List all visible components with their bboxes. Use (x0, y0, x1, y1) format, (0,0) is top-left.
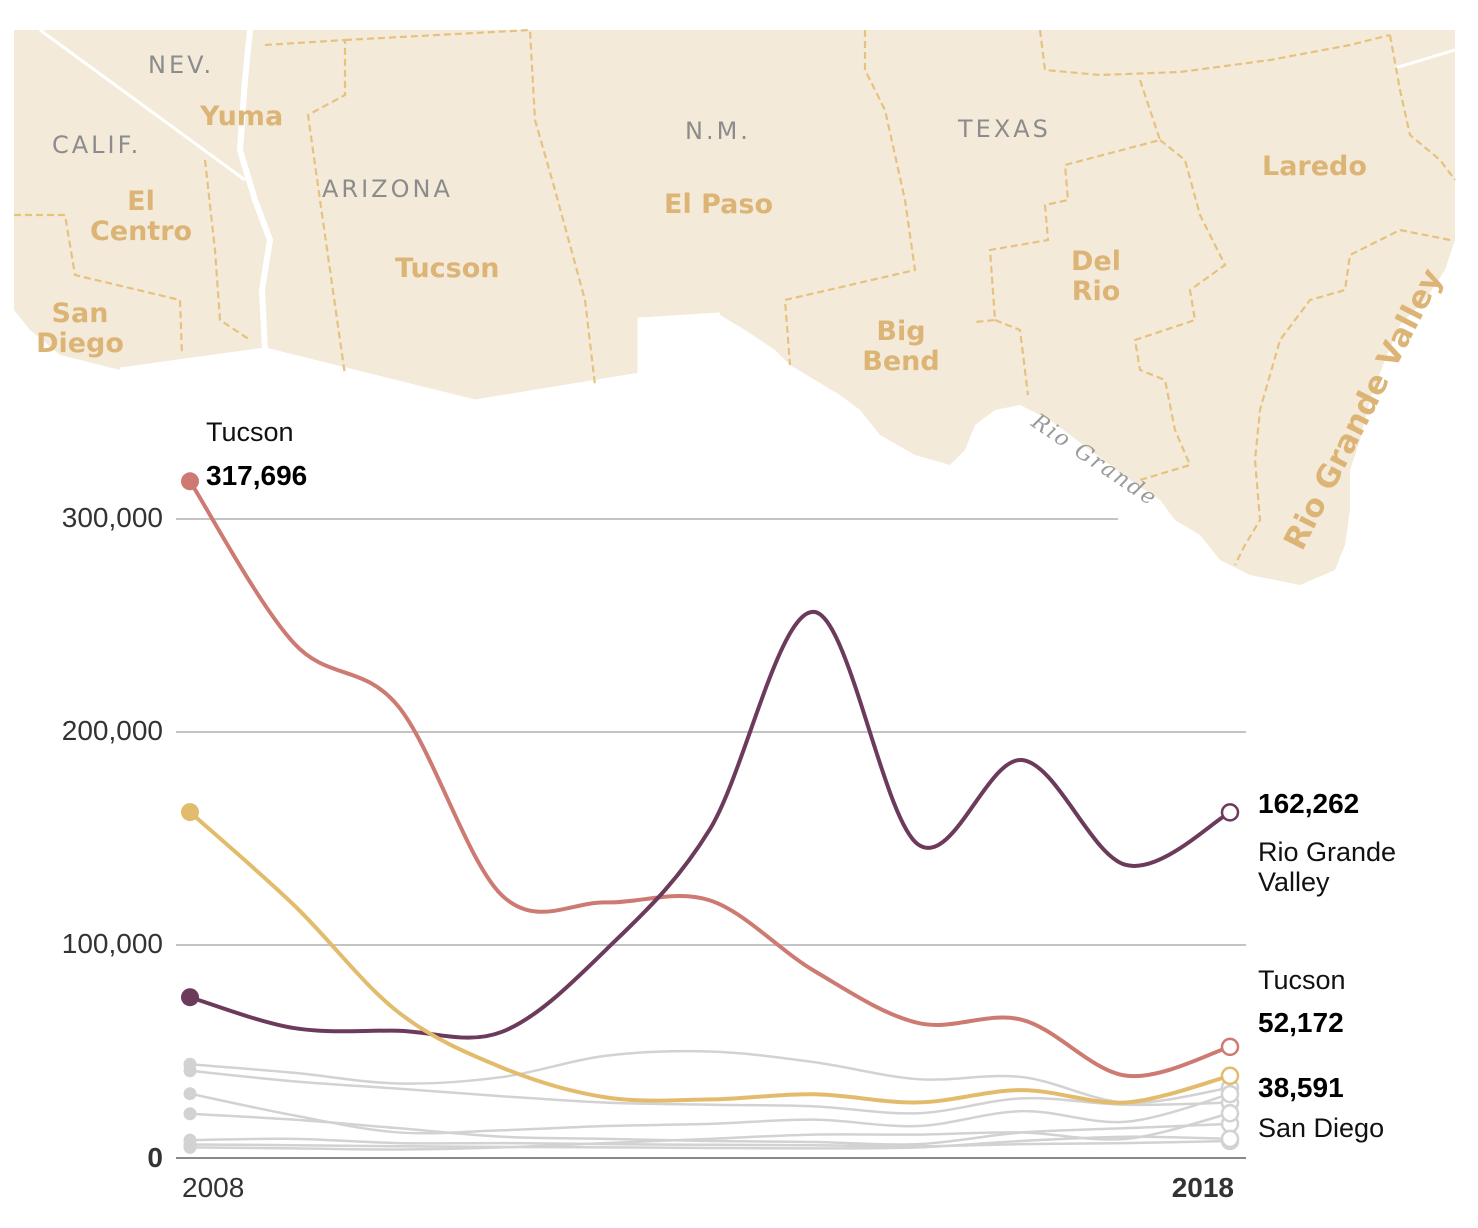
series-start-point (181, 988, 199, 1007)
series-end-point (1220, 1066, 1240, 1086)
sector-label-el-centro-2: Centro (90, 216, 192, 247)
north-border (1394, 48, 1456, 70)
start-series-name: Tucson (206, 417, 294, 447)
sector-label-yuma: Yuma (199, 101, 283, 132)
sector-boundaries (14, 28, 1456, 566)
boundary-line (203, 159, 251, 341)
state-label-nm: N.M. (685, 117, 751, 145)
series-line (189, 1137, 1231, 1148)
series-start-point (183, 1107, 197, 1121)
series-line (189, 1092, 1231, 1135)
border-map: NEV. CALIF. ARIZONA N.M. TEXAS Yuma El C… (14, 28, 1456, 585)
sector-label-del-rio-2: Rio (1072, 276, 1121, 307)
series-start-point (183, 1140, 197, 1154)
y-tick-label: 200,000 (62, 715, 163, 746)
boundary-line (1234, 228, 1451, 566)
colorado-river (236, 29, 274, 351)
series-start-point (183, 1057, 197, 1071)
series-background (183, 1064, 1240, 1115)
sector-label-tucson: Tucson (395, 253, 500, 284)
y-tick-label: 300,000 (62, 502, 163, 533)
series-start-point (183, 1087, 197, 1101)
y-axis: 300,000 200,000 100,000 0 (62, 502, 163, 1173)
sector-label-san-diego-2: Diego (36, 328, 124, 359)
us-mexico-border (119, 312, 721, 405)
land-shape (14, 30, 1455, 585)
end-tucson-value: 52,172 (1258, 1007, 1344, 1038)
sector-label-san-diego-1: San (52, 298, 109, 329)
boundary-line (1133, 139, 1227, 482)
series-start-point (181, 803, 199, 822)
series-layer (181, 472, 1240, 1154)
sector-label-laredo: Laredo (1262, 151, 1367, 182)
series-highlight (181, 609, 1240, 1040)
land (14, 28, 1456, 585)
sector-label-el-centro-1: El (127, 186, 155, 217)
boundary-line (14, 213, 184, 356)
x-tick-label: 2008 (182, 1172, 244, 1203)
series-end-point (1220, 1104, 1240, 1123)
series-highlight (181, 803, 1240, 1105)
state-labels: NEV. CALIF. ARIZONA N.M. TEXAS (52, 51, 1051, 203)
boundary-line (783, 30, 917, 366)
sector-label-el-paso: El Paso (664, 189, 773, 220)
sector-label-del-rio-1: Del (1071, 246, 1121, 277)
end-sandiego-name: San Diego (1258, 1113, 1384, 1143)
end-rgv-name-line2: Valley (1258, 867, 1330, 897)
y-tick-label: 100,000 (62, 928, 163, 959)
series-end-point (1220, 803, 1240, 822)
series-end-point (1220, 1084, 1240, 1104)
series-line (189, 1069, 1231, 1115)
x-tick-label: 2018 (1172, 1172, 1234, 1203)
series-line (189, 1112, 1231, 1151)
series-end-point (1220, 1037, 1240, 1057)
y-tick-label: 0 (147, 1142, 163, 1173)
boundary-line (1038, 29, 1391, 77)
series-background (183, 1049, 1240, 1104)
calif-nev-border (39, 28, 246, 182)
boundary-line (264, 38, 347, 376)
series-end-point (1220, 1129, 1240, 1149)
series-line (189, 1049, 1231, 1104)
sector-label-big-bend-1: Big (876, 316, 925, 347)
state-label-nev: NEV. (148, 51, 214, 79)
x-axis: 2008 2018 (176, 1157, 1246, 1203)
annotations: Tucson 317,696 162,262 Rio Grande Valley… (206, 417, 1396, 1143)
series-line (189, 609, 1231, 1040)
end-rgv-value: 162,262 (1258, 788, 1359, 819)
state-label-arizona: ARIZONA (322, 175, 453, 203)
end-tucson-name: Tucson (1258, 965, 1346, 995)
gridlines (176, 518, 1246, 946)
end-rgv-name: Rio Grande (1258, 837, 1396, 867)
state-label-calif: CALIF. (52, 131, 141, 159)
series-background (183, 1104, 1240, 1154)
series-line (189, 1112, 1231, 1146)
series-line (189, 1135, 1231, 1150)
end-yellow-value: 38,591 (1258, 1072, 1344, 1103)
series-highlight (181, 472, 1240, 1079)
boundary-line (1388, 34, 1456, 181)
series-background (183, 1084, 1240, 1135)
boundary-line (974, 79, 1162, 324)
series-line (188, 810, 1231, 1105)
start-series-value: 317,696 (206, 460, 307, 491)
sector-label-big-bend-2: Bend (862, 346, 939, 377)
boundary-line (994, 318, 1030, 396)
state-label-texas: TEXAS (957, 115, 1051, 143)
boundary-line (344, 28, 597, 386)
series-line (188, 480, 1231, 1079)
series-start-point (181, 472, 199, 491)
